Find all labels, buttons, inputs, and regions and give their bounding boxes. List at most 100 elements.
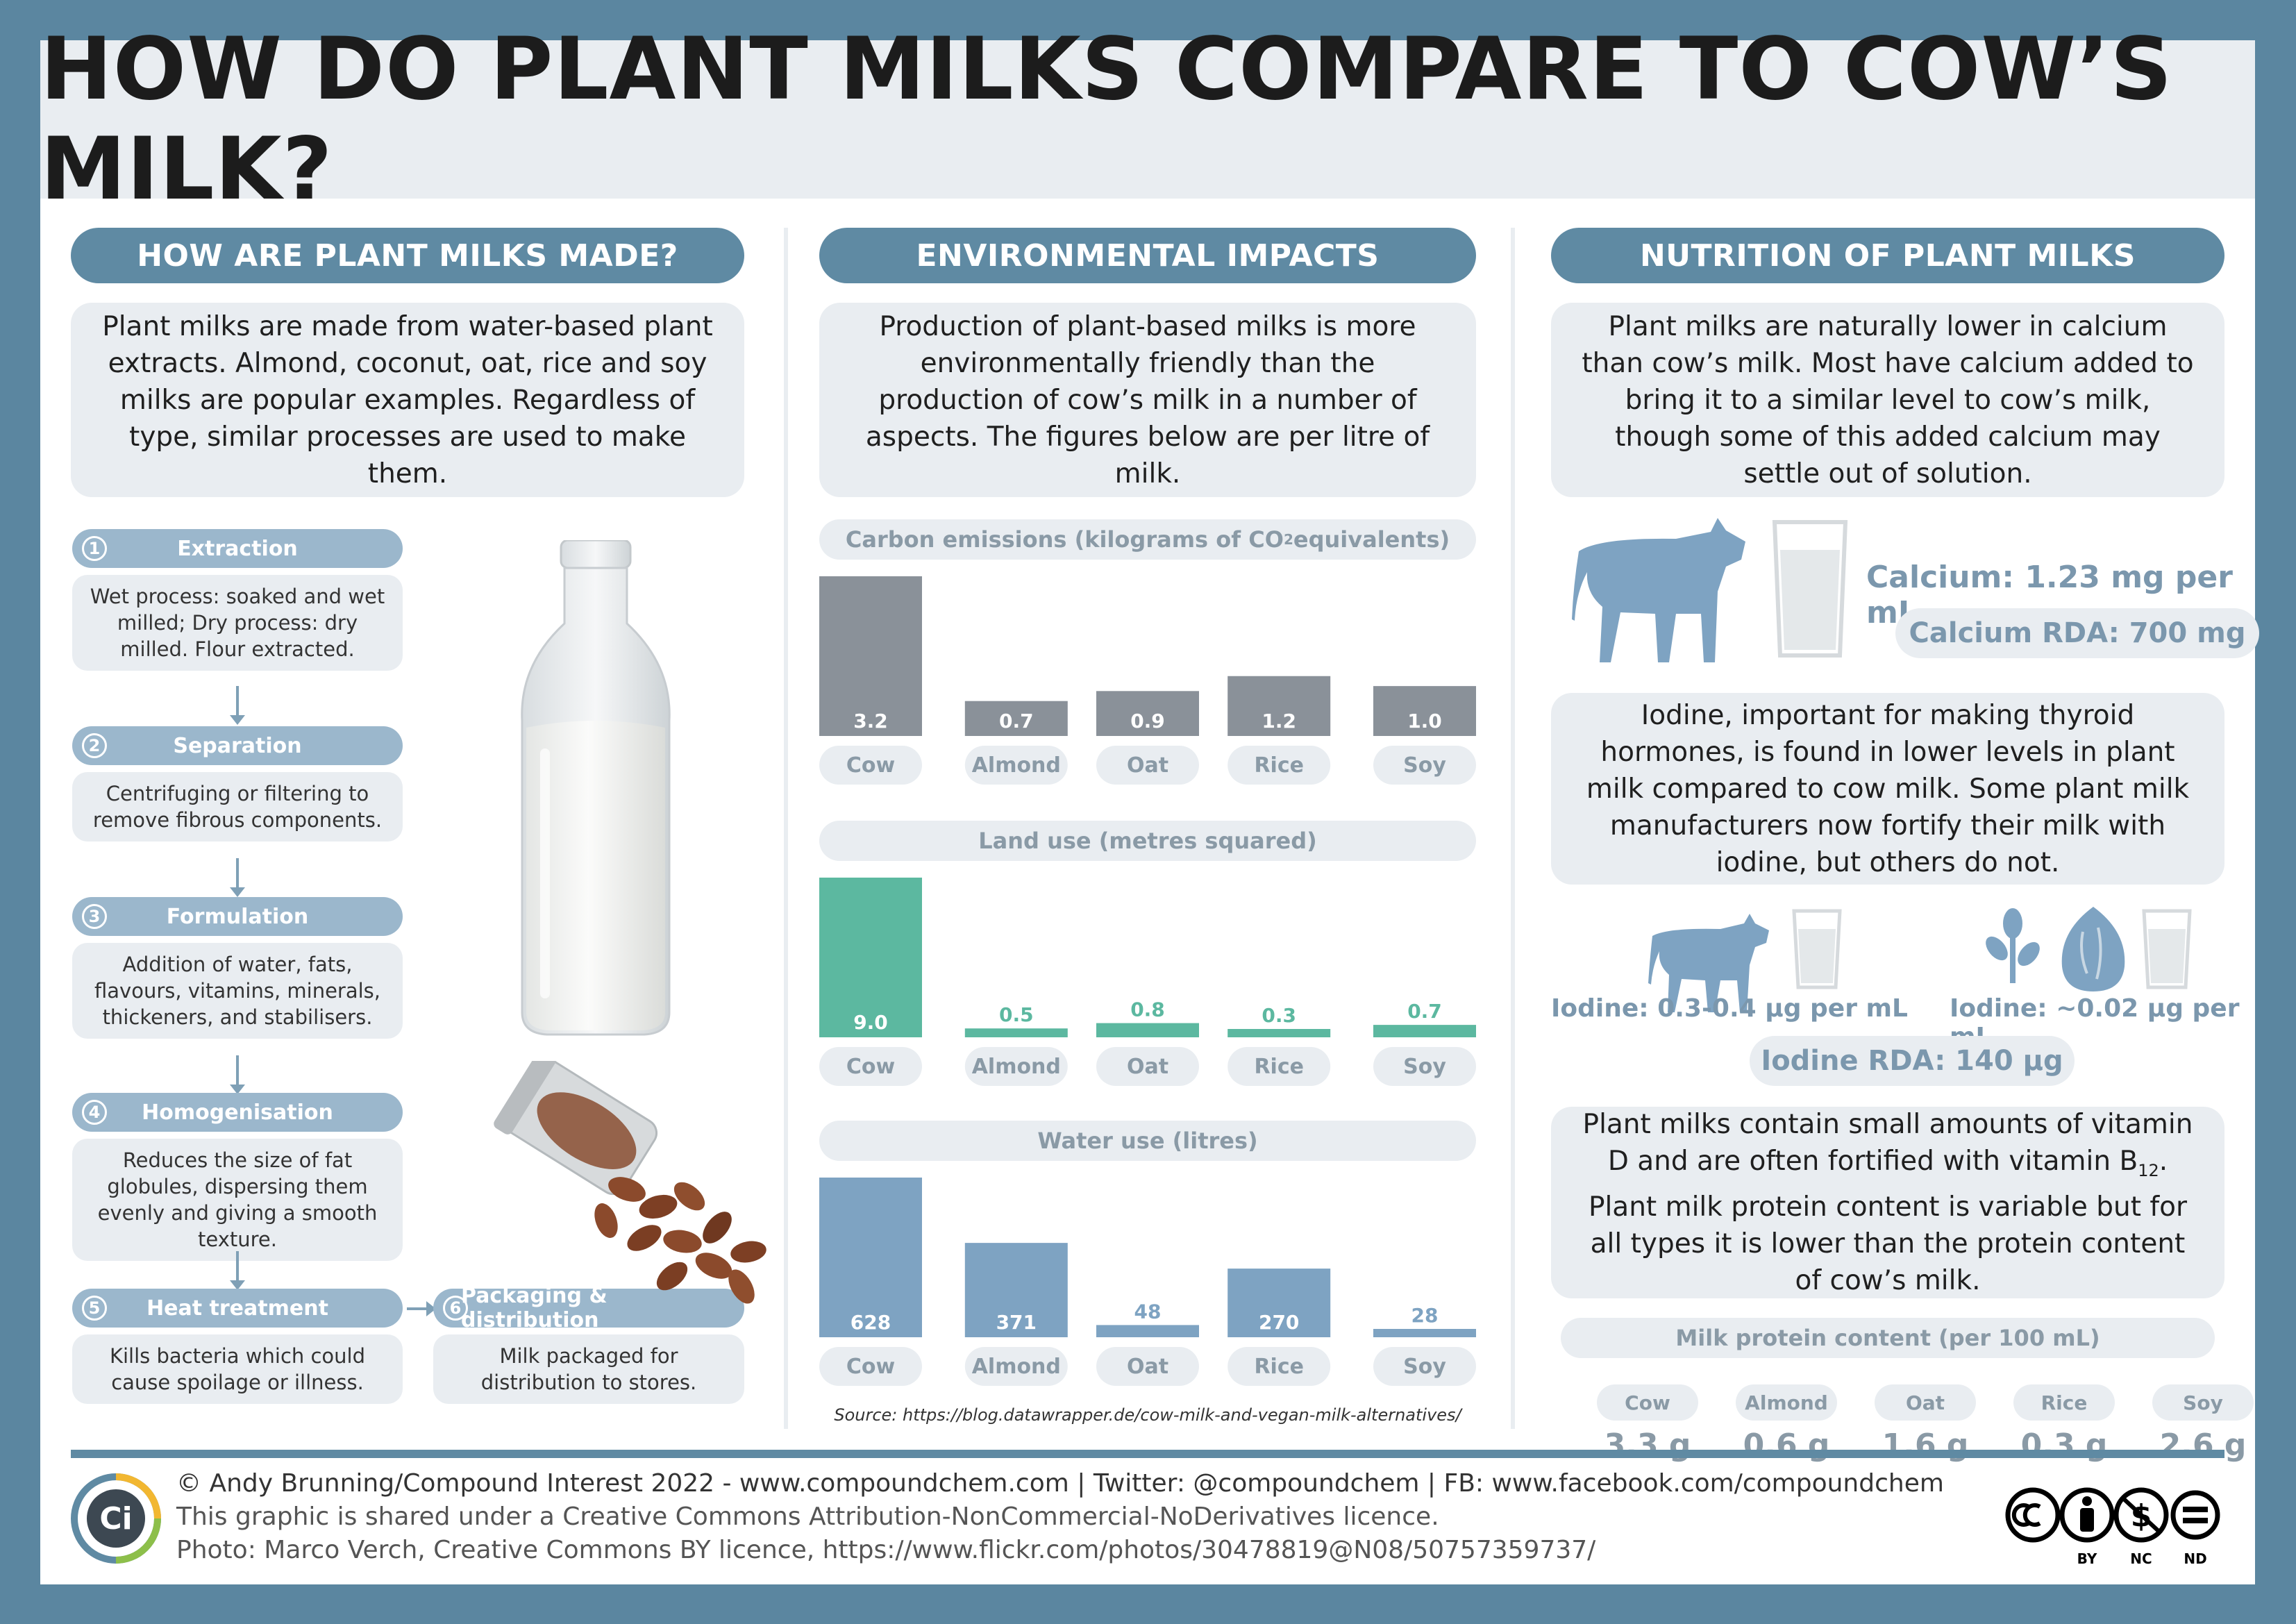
co2-chart-title: Carbon emissions (kilograms of CO 2 equiv… (819, 519, 1476, 560)
category-label: Soy (1403, 1355, 1446, 1379)
bar (819, 1178, 922, 1337)
land-chart-title: Land use (metres squared) (819, 821, 1476, 861)
category-pill (1096, 746, 1199, 785)
category-label: Cow (846, 1355, 895, 1379)
bar-value-label: 0.3 (1262, 1004, 1296, 1027)
calcium-rda: Calcium RDA: 700 mg (1895, 608, 2259, 658)
milk-glass-icon (1772, 520, 1848, 658)
category-pill (964, 746, 1068, 785)
step-number: 4 (82, 1100, 107, 1125)
cc-nc-label: NC (2130, 1550, 2152, 1567)
cow-icon (1572, 518, 1745, 662)
made-column: HOW ARE PLANT MILKS MADE? Plant milks ar… (71, 228, 744, 497)
category-pill (1373, 1047, 1476, 1086)
bar (964, 701, 1068, 736)
bar-value-label: 9.0 (853, 1011, 888, 1034)
env-heading: ENVIRONMENTAL IMPACTS (819, 228, 1476, 283)
bar (1096, 691, 1199, 736)
footer-credit: © Andy Brunning/Compound Interest 2022 -… (176, 1469, 1944, 1498)
creative-commons-badge: BY $ NC ND (2005, 1487, 2220, 1567)
category-pill (819, 1047, 922, 1086)
milk-glass-icon (2142, 909, 2192, 989)
step-3-text: Addition of water, fats, flavours, vitam… (72, 943, 403, 1039)
step-number: 1 (82, 536, 107, 561)
bar-value-label: 1.2 (1262, 710, 1296, 733)
env-intro: Production of plant-based milks is more … (819, 303, 1476, 497)
step-6: 6 Packaging & distribution Milk packaged … (433, 1284, 744, 1404)
vitamin-text: Plant milks contain small amounts of vit… (1551, 1107, 2224, 1298)
category-label: Oat (1127, 753, 1168, 778)
bar (964, 1243, 1068, 1337)
category-label: Oat (1127, 1055, 1168, 1079)
bar-value-label: 28 (1411, 1304, 1439, 1327)
cc-by-label: BY (2077, 1550, 2097, 1567)
bar-value-label: 3.2 (853, 710, 888, 733)
category-pill (819, 746, 922, 785)
nd-icon: ND (2170, 1490, 2220, 1567)
bar (1373, 1025, 1476, 1037)
nutrition-column: NUTRITION OF PLANT MILKS Plant milks are… (1551, 228, 2224, 497)
step-4: 4 Homogenisation Reduces the size of fat … (72, 1093, 403, 1261)
logo-text: Ci (99, 1501, 132, 1537)
column-divider (784, 228, 788, 1429)
compound-interest-logo: Ci (71, 1473, 161, 1564)
bar (1373, 686, 1476, 736)
protein-label: Rice (2013, 1384, 2115, 1421)
step-title: Separation (173, 733, 302, 758)
footer-licence: This graphic is shared under a Creative … (176, 1502, 1439, 1531)
co2-title-end: equivalents) (1293, 526, 1450, 553)
oat-leaf-icon (1986, 908, 2040, 983)
footer-photo-credit: Photo: Marco Verch, Creative Commons BY … (176, 1536, 1596, 1564)
water-chart-title: Water use (litres) (819, 1121, 1476, 1161)
bar (964, 1028, 1068, 1037)
bar-value-label: 0.9 (1130, 710, 1165, 733)
nc-icon: $ NC (2113, 1487, 2169, 1567)
step-6-text: Milk packaged for distribution to stores… (433, 1334, 744, 1404)
category-label: Soy (1403, 753, 1446, 778)
category-pill (1096, 1347, 1199, 1386)
almond-icon (2061, 907, 2125, 991)
protein-label: Soy (2152, 1384, 2254, 1421)
category-pill (1227, 746, 1331, 785)
protein-title: Milk protein content (per 100 mL) (1561, 1318, 2215, 1358)
vitamin-paragraph: Plant milks contain small amounts of vit… (1579, 1106, 2197, 1300)
category-label: Rice (1254, 753, 1304, 778)
arrow-down-icon (230, 858, 245, 897)
step-title: Extraction (177, 536, 298, 561)
step-4-text: Reduces the size of fat globules, disper… (72, 1139, 403, 1261)
bar-value-label: 0.5 (999, 1003, 1034, 1026)
bar (1227, 1029, 1331, 1037)
step-number: 6 (443, 1296, 468, 1321)
step-1-text: Wet process: soaked and wet milled; Dry … (72, 575, 403, 671)
iodine-rda: Iodine RDA: 140 µg (1750, 1036, 2075, 1086)
category-pill (1373, 746, 1476, 785)
step-5: 5 Heat treatment Kills bacteria which cou… (72, 1289, 403, 1404)
step-1: 1 Extraction Wet process: soaked and wet … (72, 529, 403, 671)
almond-jar-image (494, 1061, 766, 1304)
co2-chart: 3.2 Cow 0.7 Almond 0.9 Oat 1.2 Rice 1.0 Soy (819, 576, 1476, 785)
water-chart: 628 Cow 371 Almond 48 Oat 270 Rice 28 Soy (819, 1178, 1476, 1386)
cc-icon (2005, 1487, 2061, 1543)
milk-glass-icon (1792, 909, 1842, 989)
source-note: Source: https://blog.datawrapper.de/cow-… (834, 1405, 1461, 1425)
bar-value-label: 0.7 (1407, 1000, 1442, 1023)
category-label: Almond (972, 1355, 1061, 1379)
bar (1227, 676, 1331, 736)
milk-bottle-image (521, 540, 671, 1036)
step-2-title: 2 Separation (72, 726, 403, 765)
cc-nd-label: ND (2184, 1550, 2206, 1567)
category-label: Cow (846, 753, 895, 778)
iodine-cow-value: Iodine: 0.3-0.4 µg per mL (1551, 994, 1908, 1023)
step-4-title: 4 Homogenisation (72, 1093, 403, 1132)
made-heading: HOW ARE PLANT MILKS MADE? (71, 228, 744, 283)
protein-label: Cow (1597, 1384, 1698, 1421)
step-2: 2 Separation Centrifuging or filtering to… (72, 726, 403, 842)
calcium-value: Calcium: 1.23 mg per mL (1866, 560, 2233, 630)
step-title: Formulation (166, 904, 309, 929)
category-pill (1227, 1047, 1331, 1086)
category-label: Soy (1403, 1055, 1446, 1079)
bar-value-label: 270 (1259, 1311, 1299, 1334)
land-chart: 9.0 Cow 0.5 Almond 0.8 Oat 0.3 Rice 0.7 Soy (819, 878, 1476, 1086)
bar-value-label: 48 (1134, 1300, 1162, 1323)
category-label: Cow (846, 1055, 895, 1079)
